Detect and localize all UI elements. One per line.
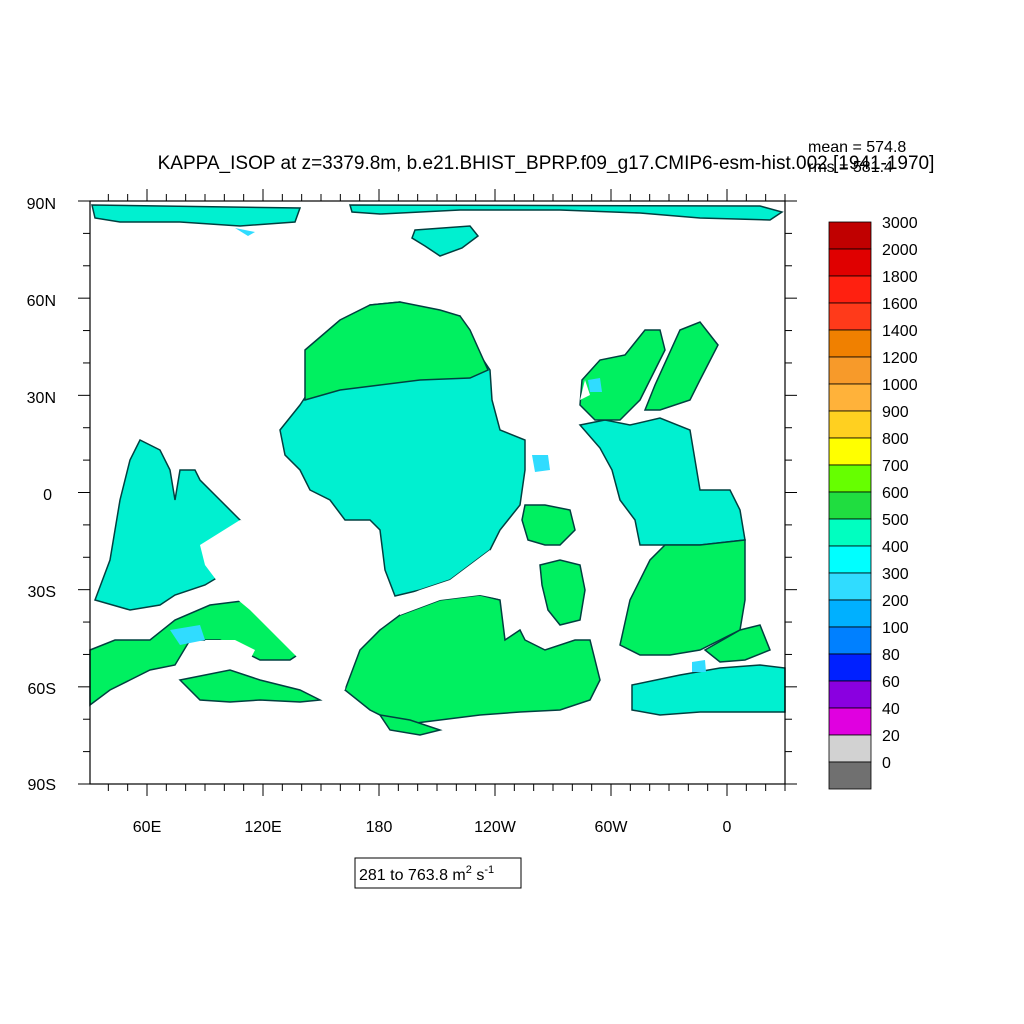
x-tick-label-60w: 60W (595, 819, 629, 836)
colorbar-swatch (828, 410, 872, 439)
colorbar-label: 3000 (882, 215, 918, 232)
colorbar-swatch (828, 275, 872, 304)
colorbar-swatch (828, 626, 872, 655)
colorbar-swatch (828, 248, 872, 277)
y-tick-label-30s: 30S (28, 584, 56, 601)
y-tick-label-0: 0 (43, 487, 52, 504)
colorbar-swatch (828, 464, 872, 493)
map-plot (78, 189, 797, 796)
y-tick-label-60s: 60S (28, 681, 56, 698)
field-region-650 (89, 301, 771, 736)
rms-stat: rms = 581.4 (808, 159, 893, 176)
colorbar-label: 1600 (882, 296, 918, 313)
y-tick-label-90n: 90N (27, 196, 56, 213)
y-tick-label-60n: 60N (27, 293, 56, 310)
x-tick-label-120w: 120W (474, 819, 517, 836)
colorbar-label: 80 (882, 647, 900, 664)
colorbar-swatch (828, 707, 872, 736)
y-tick-label-90s: 90S (28, 777, 56, 794)
range-label-box (354, 857, 522, 889)
colorbar-label: 1000 (882, 377, 918, 394)
colorbar-label: 1400 (882, 323, 918, 340)
colorbar-swatch (828, 653, 872, 682)
colorbar-swatch (828, 761, 872, 790)
colorbar-swatch (828, 329, 872, 358)
colorbar-label: 1200 (882, 350, 918, 367)
colorbar: 3000200018001600140012001000900800700600… (828, 215, 918, 790)
colorbar-swatch (828, 437, 872, 466)
range-label: 281 to 763.8 m2 s-1 (354, 857, 522, 889)
colorbar-swatch (828, 491, 872, 520)
colorbar-swatch (828, 356, 872, 385)
colorbar-swatch (828, 518, 872, 547)
colorbar-label: 400 (882, 539, 909, 556)
figure-title: KAPPA_ISOP at z=3379.8m, b.e21.BHIST_BPR… (158, 153, 935, 174)
colorbar-swatch (828, 599, 872, 628)
colorbar-label: 2000 (882, 242, 918, 259)
colorbar-swatch (828, 734, 872, 763)
colorbar-label: 300 (882, 566, 909, 583)
colorbar-label: 100 (882, 620, 909, 637)
colorbar-label: 1800 (882, 269, 918, 286)
colorbar-swatch (828, 545, 872, 574)
colorbar-label: 20 (882, 728, 900, 745)
range-label-text: 281 to 763.8 m2 s-1 (359, 864, 494, 884)
colorbar-swatch (828, 680, 872, 709)
colorbar-swatch (828, 383, 872, 412)
mean-stat: mean = 574.8 (808, 139, 906, 156)
x-axis: 60E 120E 180 120W 60W 0 (133, 819, 732, 836)
y-tick-label-30n: 30N (27, 390, 56, 407)
colorbar-swatch (828, 221, 872, 250)
colorbar-label: 40 (882, 701, 900, 718)
y-axis: 90N 60N 30N 0 30S 60S 90S (27, 196, 56, 794)
colorbar-swatch (828, 302, 872, 331)
colorbar-label: 600 (882, 485, 909, 502)
colorbar-label: 900 (882, 404, 909, 421)
field-region-450 (170, 228, 706, 672)
colorbar-swatch (828, 572, 872, 601)
colorbar-label: 0 (882, 755, 891, 772)
x-tick-label-120e: 120E (244, 819, 281, 836)
colorbar-label: 200 (882, 593, 909, 610)
land-mask (200, 380, 590, 690)
x-tick-label-60e: 60E (133, 819, 161, 836)
colorbar-label: 800 (882, 431, 909, 448)
x-tick-label-0: 0 (723, 819, 732, 836)
colorbar-label: 60 (882, 674, 900, 691)
x-tick-label-180: 180 (366, 819, 393, 836)
colorbar-label: 500 (882, 512, 909, 529)
minor-tick-marks (78, 189, 797, 796)
colorbar-label: 700 (882, 458, 909, 475)
